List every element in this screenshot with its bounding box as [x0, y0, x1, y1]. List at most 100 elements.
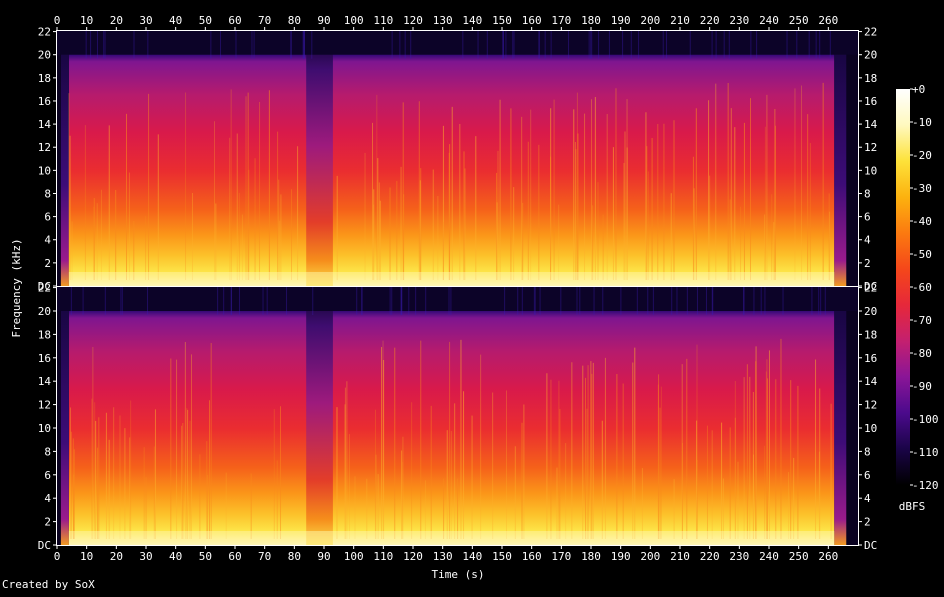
x-tick-label: 140 — [462, 550, 482, 563]
colorbar-tick-label: -110 — [912, 446, 939, 459]
x-tick-label: 160 — [522, 550, 542, 563]
y-tick-label: 14 — [864, 118, 878, 131]
dbfs-colorbar: +0 -10 -20 -30 -40 -50 -60 -70 -80 -90 -100 -110 -12… — [896, 83, 939, 492]
x-tick-label: 50 — [199, 550, 212, 563]
x-tick-label: 190 — [611, 14, 631, 27]
y-tick-label: 18 — [38, 328, 51, 341]
y-tick-label: 16 — [38, 95, 51, 108]
x-tick-label: 140 — [462, 14, 482, 27]
spectrogram-panels — [57, 31, 858, 545]
x-tick-label: 50 — [199, 14, 212, 27]
y-tick-label: 20 — [864, 49, 877, 62]
x-tick-label: 10 — [80, 14, 93, 27]
x-tick-label: 230 — [729, 14, 749, 27]
y-tick-label: 22 — [864, 282, 877, 295]
channel-1-gap-region — [306, 31, 333, 286]
channel-2-gap-region — [306, 287, 333, 545]
x-tick-label: 220 — [700, 550, 720, 563]
x-tick-label: 0 — [54, 550, 61, 563]
y-tick-label: 22 — [38, 282, 51, 295]
y-tick-label: 18 — [864, 328, 877, 341]
x-tick-label: 180 — [581, 550, 601, 563]
y-tick-label: 12 — [864, 399, 877, 412]
x-tick-label: 180 — [581, 14, 601, 27]
colorbar-tick-label: -40 — [912, 215, 932, 228]
y-tick-label: 16 — [38, 352, 51, 365]
colorbar-tick-label: -10 — [912, 116, 932, 129]
y-tick-label: 4 — [864, 492, 871, 505]
y-tick-label: 12 — [38, 399, 51, 412]
x-tick-label: 80 — [288, 550, 301, 563]
time-axis-ticks: 0 0 10 10 20 20 30 30 40 40 50 50 60 60 70 70 80 80 90 90 10… — [54, 14, 839, 563]
y-tick-label: 6 — [864, 211, 871, 224]
y-tick-label: 20 — [864, 305, 877, 318]
y-tick-label: 6 — [44, 469, 51, 482]
y-tick-label: 14 — [864, 375, 878, 388]
y-tick-label: 8 — [864, 445, 871, 458]
y-tick-label: 10 — [38, 422, 51, 435]
x-tick-label: 70 — [258, 14, 271, 27]
channel-1-low-band — [68, 272, 835, 286]
y-tick-label: DC — [864, 539, 877, 552]
y-tick-label: 22 — [38, 26, 51, 39]
colorbar-tick-label: -60 — [912, 281, 932, 294]
channel-2-panel — [57, 287, 858, 545]
x-tick-label: 20 — [110, 14, 123, 27]
x-tick-label: 120 — [403, 550, 423, 563]
colorbar-tick-label: -50 — [912, 248, 932, 261]
x-tick-label: 210 — [670, 550, 690, 563]
y-tick-label: 10 — [38, 164, 51, 177]
y-tick-label: 8 — [864, 187, 871, 200]
x-tick-label: 60 — [228, 14, 241, 27]
colorbar-tick-label: -20 — [912, 149, 932, 162]
x-tick-label: 240 — [759, 550, 779, 563]
y-tick-label: 4 — [864, 234, 871, 247]
y-tick-label: 14 — [38, 118, 52, 131]
colorbar-tick-label: -100 — [912, 413, 939, 426]
x-tick-label: 230 — [729, 550, 749, 563]
colorbar-gradient — [896, 89, 910, 485]
x-tick-label: 260 — [818, 550, 838, 563]
y-tick-label: 4 — [44, 234, 51, 247]
channel-1-panel — [57, 31, 858, 286]
y-tick-label: 6 — [864, 469, 871, 482]
y-tick-label: 18 — [38, 72, 51, 85]
x-tick-label: 200 — [640, 550, 660, 563]
x-tick-label: 90 — [317, 14, 330, 27]
colorbar-unit-label: dBFS — [899, 500, 926, 513]
x-tick-label: 130 — [433, 550, 453, 563]
channel-1-fade-out — [834, 31, 847, 286]
channel-1-transients — [68, 31, 831, 280]
channel-1-fade-in — [60, 31, 69, 286]
channel-1-above-cutoff — [57, 31, 858, 55]
x-tick-label: 30 — [139, 550, 152, 563]
channel-2-fade-in — [60, 287, 69, 545]
colorbar-tick-label: -70 — [912, 314, 932, 327]
x-tick-label: 170 — [551, 550, 571, 563]
channel-2-fade-out — [834, 287, 847, 545]
x-tick-label: 200 — [640, 14, 660, 27]
y-tick-label: 16 — [864, 95, 877, 108]
x-tick-label: 80 — [288, 14, 301, 27]
x-tick-label: 40 — [169, 14, 182, 27]
y-tick-label: 8 — [44, 187, 51, 200]
y-tick-label: DC — [38, 539, 51, 552]
y-tick-label: 20 — [38, 305, 51, 318]
y-tick-label: 8 — [44, 445, 51, 458]
y-tick-label: 12 — [864, 141, 877, 154]
x-tick-label: 30 — [139, 14, 152, 27]
x-tick-label: 90 — [317, 550, 330, 563]
channel-2-signal-region — [68, 287, 835, 545]
y-tick-label: 20 — [38, 49, 51, 62]
colorbar-tick-label: -80 — [912, 347, 932, 360]
y-tick-label: 16 — [864, 352, 877, 365]
x-tick-label: 100 — [344, 14, 364, 27]
channel-2-above-cutoff — [57, 287, 858, 311]
y-tick-label: 10 — [864, 164, 877, 177]
x-tick-label: 190 — [611, 550, 631, 563]
y-tick-label: 18 — [864, 72, 877, 85]
channel-2-transients — [69, 287, 832, 539]
channel-2-frame — [56, 286, 859, 546]
